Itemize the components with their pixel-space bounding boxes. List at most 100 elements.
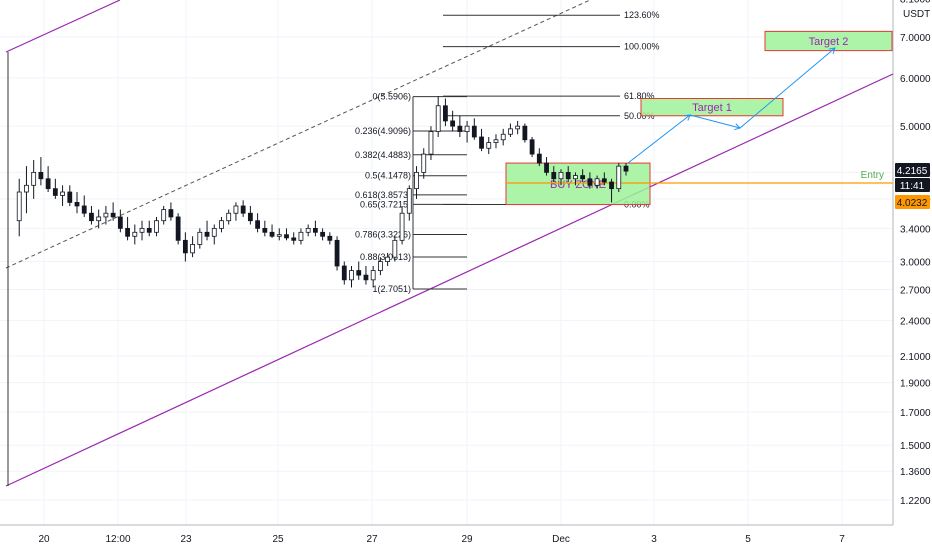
candle-body — [175, 216, 181, 241]
countdown-box — [895, 178, 930, 192]
zone-label: Target 2 — [809, 36, 849, 48]
candle-body — [500, 133, 506, 141]
arrow-head — [734, 123, 741, 131]
x-tick-label: 29 — [461, 534, 473, 545]
y-tick-label: 1.7000 — [900, 408, 931, 419]
fib-level-label: 0.5(4.1478) — [365, 171, 411, 181]
candle-body — [168, 209, 174, 218]
last-price-box — [895, 163, 930, 177]
trend-channel — [5, 0, 894, 487]
fib-retracement: 1(2.7051)0.88(3.0513)0.786(3.3226)0.65(3… — [355, 92, 467, 294]
x-tick-label: 3 — [651, 534, 657, 545]
arrow-segment — [739, 47, 836, 129]
candle-body — [623, 165, 629, 172]
candle-body — [399, 212, 405, 241]
fib-extension-label: 100.00% — [624, 42, 660, 52]
candle-body — [349, 270, 354, 281]
y-tick-label: 1.3600 — [900, 467, 931, 478]
y-tick-label: 5.0000 — [900, 122, 931, 133]
entry-price-box — [895, 195, 930, 209]
y-tick-label: 3.4000 — [900, 224, 931, 235]
candle-body — [363, 274, 369, 281]
candle-body — [457, 125, 463, 132]
candle-body — [493, 139, 499, 143]
candle-body — [471, 125, 477, 138]
x-tick-label: 23 — [180, 534, 192, 545]
fib-extension: 123.60%100.00%61.80%50.00%0.00% — [443, 10, 660, 210]
candle-body — [580, 175, 586, 180]
candle-body — [341, 265, 347, 281]
candle-body — [60, 191, 65, 196]
candle-body — [154, 220, 159, 233]
candle-body — [52, 188, 58, 196]
candle-body — [89, 212, 94, 222]
y-tick-label: 8.1000 — [900, 0, 931, 5]
fib-level-label: 0.65(3.7215) — [360, 199, 411, 209]
zone-label: Target 1 — [692, 102, 732, 114]
candle-body — [594, 178, 600, 186]
y-axis-ticks: 1.2200 1.3600 1.5000 1.7000 1.9000 2.1000 2.40… — [900, 0, 931, 507]
candle-body — [247, 212, 253, 222]
candles — [16, 96, 629, 288]
candle-body — [544, 162, 549, 173]
candle-body — [327, 235, 333, 241]
candle-body — [24, 184, 29, 193]
candle-body — [305, 227, 311, 233]
y-tick-label: 6.0000 — [900, 74, 931, 85]
fib-level-label: 1(2.7051) — [372, 284, 411, 294]
candle-body — [298, 231, 304, 241]
fib-extension-label: 50.00% — [624, 111, 655, 121]
candle-body — [182, 239, 188, 254]
candle-body — [443, 105, 448, 122]
candle-body — [435, 105, 441, 132]
candle-body — [110, 212, 116, 218]
y-tick-label: 1.5000 — [900, 441, 931, 452]
candle-body — [450, 120, 456, 127]
candle-body — [392, 239, 398, 258]
y-tick-label: 7.0000 — [900, 33, 931, 44]
candle-body — [31, 171, 37, 186]
candle-body — [291, 237, 297, 241]
arrow-segment — [627, 114, 691, 164]
candle-body — [81, 205, 87, 214]
candle-body — [67, 191, 73, 203]
candle-body — [276, 234, 282, 237]
candle-body — [587, 178, 593, 186]
candle-body — [609, 181, 614, 190]
candle-body — [262, 227, 268, 233]
fib-extension-label: 123.60% — [624, 10, 660, 20]
y-tick-label: 2.7000 — [900, 285, 931, 296]
candle-body — [117, 216, 123, 229]
candle-body — [139, 227, 145, 233]
entry-price-label: 4.0232 — [897, 198, 928, 209]
candle-body — [479, 136, 484, 149]
candle-body — [197, 231, 203, 245]
x-tick-label: Dec — [552, 534, 570, 545]
candle-body — [255, 220, 261, 229]
grid — [0, 0, 893, 525]
x-tick-label: 12:00 — [105, 534, 130, 545]
candle-body — [74, 202, 80, 207]
x-tick-label: 20 — [38, 534, 50, 545]
candle-body — [508, 128, 513, 135]
candle-body — [414, 171, 419, 190]
x-axis-ticks: 20 12:00 23 25 27 29 Dec 3 5 7 — [38, 534, 845, 545]
fib-level-label: 0(5.5906) — [372, 92, 411, 102]
candle-body — [132, 231, 138, 237]
x-tick-label: 25 — [272, 534, 284, 545]
x-tick-label: 27 — [366, 534, 378, 545]
candle-body — [515, 125, 521, 130]
candle-body — [16, 191, 22, 222]
candle-body — [320, 231, 326, 237]
candle-body — [103, 212, 109, 218]
channel-mid-dashed-line — [5, 0, 591, 269]
y-tick-label: 1.9000 — [900, 379, 931, 390]
fib-level-label: 0.236(4.9096) — [355, 126, 411, 136]
candle-body — [312, 227, 318, 233]
candle-body — [284, 234, 289, 239]
countdown-label: 11:41 — [900, 181, 925, 192]
candle-body — [551, 171, 557, 180]
candle-body — [464, 125, 470, 132]
